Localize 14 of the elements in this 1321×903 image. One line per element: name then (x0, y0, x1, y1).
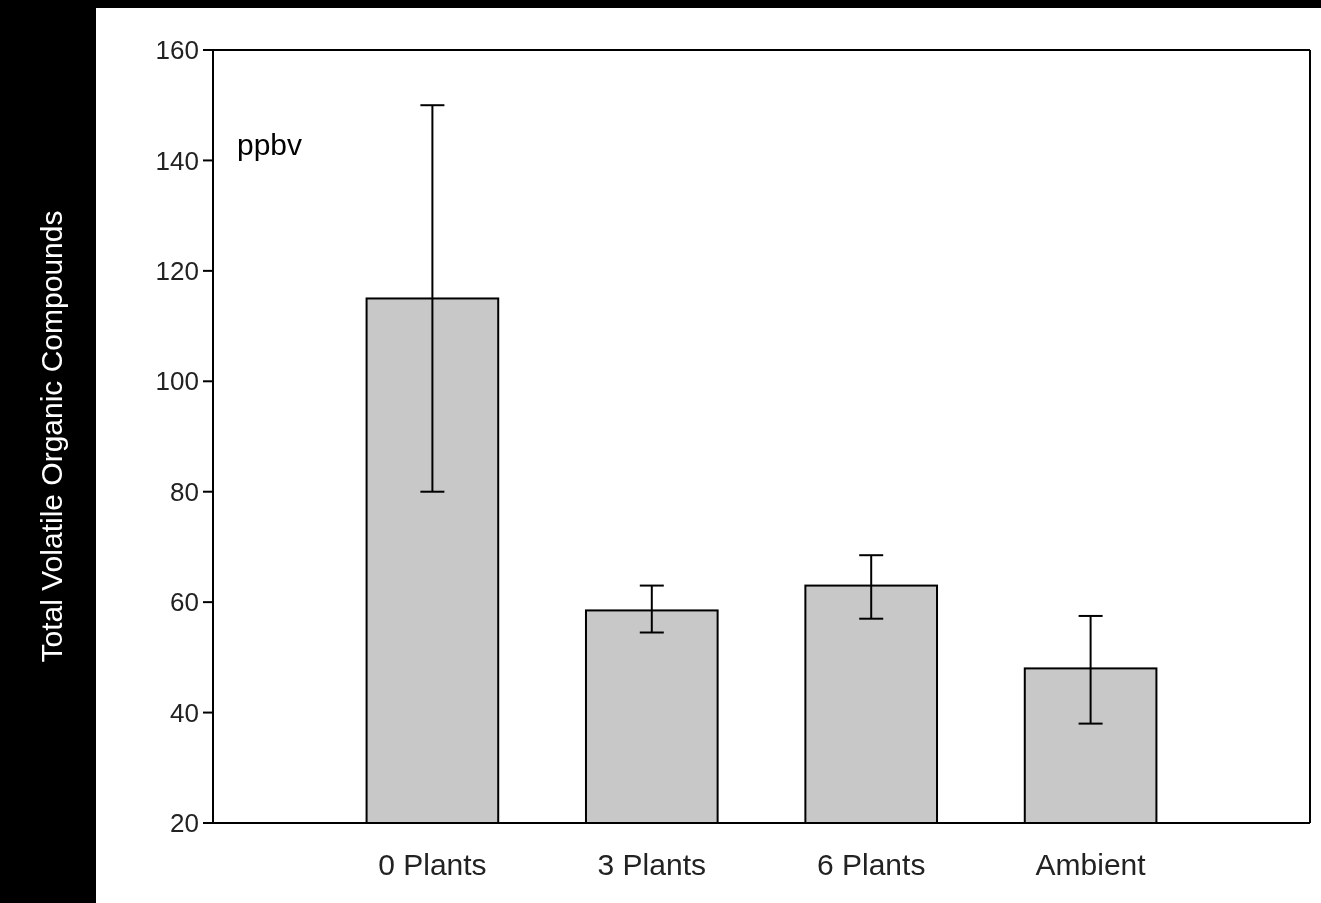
y-tick-label: 40 (170, 697, 199, 728)
x-tick-label: 3 Plants (597, 848, 706, 881)
x-tick-label: 6 Plants (817, 848, 926, 881)
y-tick-label: 60 (170, 587, 199, 618)
y-tick-label: 120 (155, 255, 199, 286)
x-tick-label: Ambient (1035, 848, 1147, 881)
y-tick-label: 100 (155, 366, 199, 397)
y-tick-label: 80 (170, 476, 199, 507)
annotation: ppbv (237, 128, 303, 161)
y-tick-label: 140 (155, 145, 199, 176)
y-tick-label: 160 (155, 35, 199, 66)
y-tick-label: 20 (170, 808, 199, 839)
x-tick-label: 0 Plants (378, 848, 487, 881)
y-axis-title: Total Volatile Organic Compounds (35, 210, 68, 663)
